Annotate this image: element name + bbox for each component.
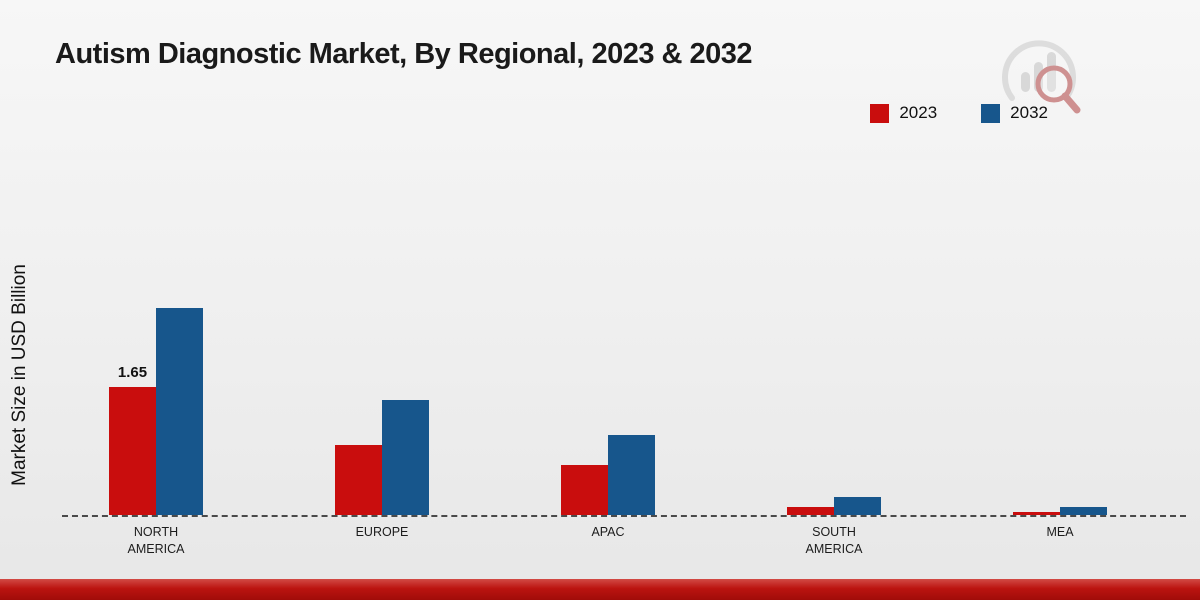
legend-swatch-2023	[870, 103, 890, 123]
legend-swatch-2032	[981, 103, 1001, 123]
legend-item-2023: 2023	[870, 103, 937, 123]
bar-2032-south-america	[834, 497, 881, 515]
legend-label-2023: 2023	[899, 103, 938, 122]
bar-2023-europe	[335, 445, 382, 515]
footer-band	[0, 579, 1200, 600]
bar-2032-north-america	[156, 308, 203, 515]
bar-2032-apac	[608, 435, 655, 515]
legend-item-2032: 2032	[981, 103, 1048, 123]
legend: 2023 2032	[870, 103, 1048, 123]
bar-2032-europe	[382, 400, 429, 515]
bar-2023-north-america	[109, 387, 156, 515]
legend-label-2032: 2032	[1010, 103, 1048, 122]
y-axis-label: Market Size in USD Billion	[9, 264, 30, 486]
x-tick-label-south-america: SOUTH AMERICA	[805, 525, 863, 556]
plot-area: NORTH AMERICA EUROPE APAC SOUTH AMERICA MEA 1…	[60, 148, 1186, 556]
bar-chart-magnifier-icon	[1002, 40, 1081, 114]
mrfr-logo-watermark-icon	[994, 26, 1084, 116]
x-axis-line	[62, 515, 1186, 517]
x-tick-label-mea: MEA	[1046, 525, 1074, 539]
bar-2023-mea	[1013, 512, 1060, 515]
bar-2032-mea	[1060, 507, 1107, 515]
x-tick-label-apac: APAC	[591, 525, 625, 539]
x-tick-label-europe: EUROPE	[355, 525, 409, 539]
bar-2023-south-america	[787, 507, 834, 515]
value-label-1.65: 1.65	[117, 364, 148, 381]
chart-title: Autism Diagnostic Market, By Regional, 2…	[55, 38, 753, 70]
bar-2023-apac	[561, 465, 608, 515]
x-tick-label-north-america: NORTH AMERICA	[127, 525, 185, 556]
